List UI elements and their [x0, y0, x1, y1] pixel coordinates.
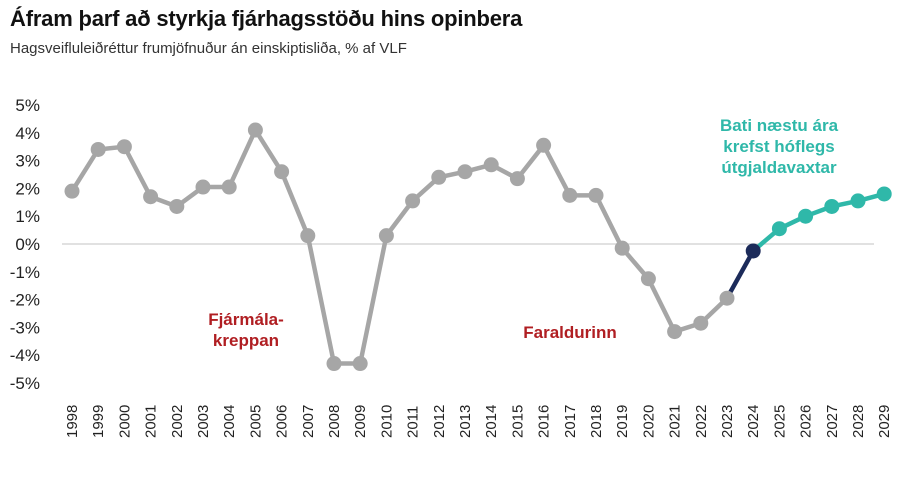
- y-tick-label: 1%: [15, 207, 40, 226]
- data-point-2022: [693, 315, 709, 331]
- data-point-2009: [352, 356, 368, 372]
- data-point-2007: [300, 228, 316, 244]
- x-tick-label: 2018: [588, 405, 605, 438]
- data-point-2025: [771, 221, 787, 237]
- data-point-2013: [457, 164, 473, 180]
- data-point-2027: [824, 198, 840, 214]
- x-tick-label: 2026: [798, 405, 815, 438]
- y-tick-label: -2%: [10, 291, 40, 310]
- annotation-2: Bati næstu ára krefst hóflegs útgjaldavaxt…: [720, 116, 839, 177]
- data-point-2000: [116, 139, 132, 155]
- x-tick-label: 2021: [667, 405, 684, 438]
- x-tick-label: 2005: [247, 405, 264, 438]
- x-tick-label: 2006: [274, 405, 291, 438]
- x-tick-label: 2028: [850, 405, 867, 438]
- series-points: [64, 122, 892, 372]
- y-tick-label: 3%: [15, 152, 40, 171]
- x-tick-label: 1998: [64, 405, 81, 438]
- data-point-2019: [614, 240, 630, 256]
- data-point-2004: [221, 179, 237, 195]
- annotations: Fjármála-kreppan Faraldurinn Bati næstu ár…: [208, 116, 838, 350]
- x-tick-label: 1999: [90, 405, 107, 438]
- x-tick-label: 2002: [169, 405, 186, 438]
- data-point-2005: [247, 122, 263, 138]
- y-axis: 5% 4% 3% 2% 1% 0% -1% -2% -3% -4% -5%: [10, 96, 40, 393]
- x-tick-label: 2025: [771, 405, 788, 438]
- data-point-2010: [378, 228, 394, 244]
- x-tick-label: 2020: [640, 405, 657, 438]
- x-tick-label: 2017: [562, 405, 579, 438]
- data-point-2017: [562, 187, 578, 203]
- data-point-2018: [588, 187, 604, 203]
- y-tick-label: -3%: [10, 318, 40, 337]
- x-tick-label: 2001: [143, 405, 160, 438]
- x-tick-label: 2019: [614, 405, 631, 438]
- y-tick-label: 5%: [15, 96, 40, 115]
- y-tick-label: -4%: [10, 346, 40, 365]
- data-point-2016: [536, 137, 552, 153]
- y-tick-label: -5%: [10, 374, 40, 393]
- x-tick-label: 2029: [876, 405, 893, 438]
- y-tick-label: 0%: [15, 235, 40, 254]
- data-point-2015: [509, 171, 525, 187]
- y-tick-label: 2%: [15, 179, 40, 198]
- data-point-2002: [169, 198, 185, 214]
- data-point-2014: [483, 157, 499, 173]
- x-tick-label: 2014: [483, 405, 500, 438]
- x-tick-label: 2010: [378, 405, 395, 438]
- annotation-0: Fjármála-kreppan: [208, 310, 284, 350]
- data-point-1999: [90, 141, 106, 157]
- series-line-current: [724, 248, 756, 301]
- x-tick-label: 2003: [195, 405, 212, 438]
- y-tick-label: -1%: [10, 263, 40, 282]
- data-point-2020: [640, 271, 656, 287]
- data-point-2008: [326, 356, 342, 372]
- x-tick-label: 2027: [824, 405, 841, 438]
- data-point-2006: [274, 164, 290, 180]
- data-point-2001: [143, 189, 159, 205]
- x-tick-label: 2024: [745, 405, 762, 438]
- data-point-1998: [64, 183, 80, 199]
- chart-subtitle: Hagsveifluleiðréttur frumjöfnuður án ein…: [10, 40, 407, 57]
- x-tick-label: 2015: [509, 405, 526, 438]
- x-tick-label: 2012: [431, 405, 448, 438]
- data-point-2012: [431, 169, 447, 185]
- x-tick-label: 2008: [326, 405, 343, 438]
- x-tick-label: 2013: [457, 405, 474, 438]
- x-tick-label: 2022: [693, 405, 710, 438]
- x-tick-label: 2007: [300, 405, 317, 438]
- data-point-2024: [745, 243, 761, 259]
- data-point-2023: [719, 290, 735, 306]
- chart-title: Áfram þarf að styrkja fjárhagsstöðu hins…: [10, 6, 523, 31]
- x-tick-label: 2009: [352, 405, 369, 438]
- data-point-2026: [798, 208, 814, 224]
- x-axis: 1998 1999 2000 2001 2002 2003 2004 2005 2006 2007…: [64, 405, 893, 438]
- data-point-2021: [667, 324, 683, 340]
- x-tick-label: 2004: [221, 405, 238, 438]
- x-tick-label: 2016: [536, 405, 553, 438]
- data-point-2011: [405, 193, 421, 209]
- x-tick-label: 2000: [116, 405, 133, 438]
- y-tick-label: 4%: [15, 124, 40, 143]
- data-point-2029: [876, 186, 892, 202]
- data-point-2003: [195, 179, 211, 195]
- annotation-1: Faraldurinn: [523, 323, 617, 342]
- data-point-2028: [850, 193, 866, 209]
- x-tick-label: 2023: [719, 405, 736, 438]
- x-tick-label: 2011: [405, 406, 422, 438]
- series-layer: [64, 122, 892, 372]
